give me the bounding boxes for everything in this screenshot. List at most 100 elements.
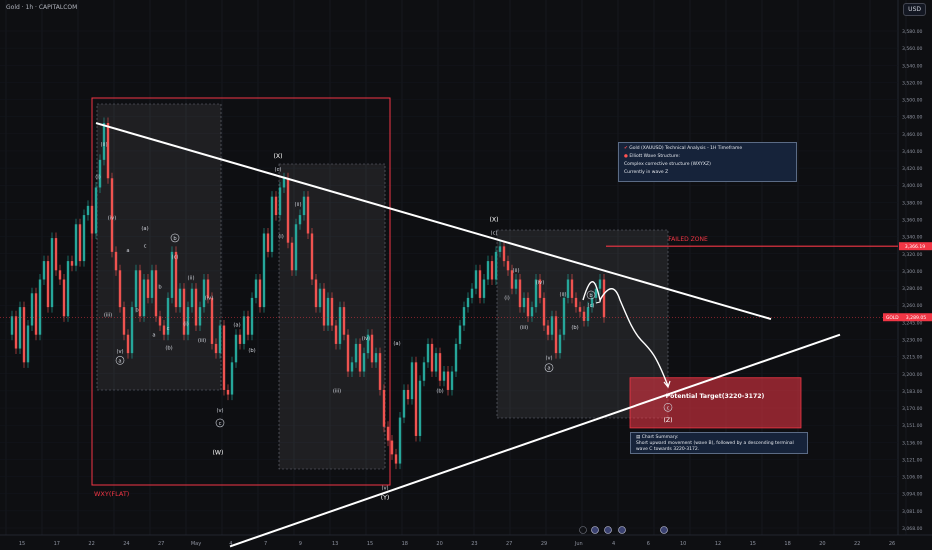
candle-body	[466, 297, 470, 308]
wave-label: b	[173, 236, 177, 242]
event-icon	[604, 526, 612, 534]
candle-body	[386, 426, 390, 441]
wave-label: a	[547, 366, 550, 372]
candle-body	[514, 279, 518, 289]
candle-body	[250, 297, 254, 335]
x-tick-label: 10	[680, 541, 686, 547]
candle-body	[74, 224, 78, 266]
candle-body	[442, 371, 446, 381]
candle-body	[54, 238, 58, 271]
wave-label: (b)	[571, 325, 578, 331]
candle-body	[294, 224, 298, 271]
wave-circle	[170, 233, 180, 243]
x-tick-label: 20	[819, 541, 825, 547]
currency-button[interactable]: USD	[903, 3, 926, 16]
wave-label: (v)	[545, 356, 552, 362]
x-tick-label: 15	[367, 541, 373, 547]
candle-body	[146, 279, 150, 298]
candle-body	[274, 196, 278, 216]
y-tick-label: 3,540.00	[902, 63, 923, 69]
y-tick-label: 3,121.00	[902, 457, 923, 463]
candle-body	[446, 371, 450, 390]
candle-body	[422, 362, 426, 381]
wave-label: (i)	[95, 174, 101, 180]
wave-label: c	[667, 405, 670, 411]
candle-body	[298, 215, 302, 225]
wave-label: c	[219, 421, 222, 427]
candle-body	[394, 454, 398, 464]
chart-summary-box: ▤ Chart Summary: Short upward movement (…	[630, 432, 808, 454]
wave-label: b	[589, 293, 593, 299]
candle-body	[98, 159, 102, 188]
arrow-head-icon	[663, 380, 671, 389]
candle-body	[354, 343, 358, 363]
wave-label: c	[167, 326, 170, 332]
candle-body	[434, 353, 438, 372]
y-tick-label: 3,380.00	[902, 200, 923, 206]
candle-body	[254, 279, 258, 298]
event-icon	[579, 526, 587, 534]
x-tick-label: 22	[854, 541, 860, 547]
candle-body	[134, 270, 138, 308]
wave-label: (iv)	[362, 336, 371, 342]
candle-body	[122, 307, 126, 335]
candle-body	[486, 261, 490, 280]
candle-body	[218, 325, 222, 354]
x-tick-label: 26	[889, 541, 895, 547]
y-tick-label: 3,480.00	[902, 115, 923, 121]
candle-body	[594, 288, 598, 298]
candle-body	[322, 288, 326, 326]
candle-body	[226, 389, 230, 395]
candle-body	[206, 279, 210, 298]
candle-body	[130, 307, 134, 354]
candle-body	[50, 238, 54, 308]
y-tick-label: 3,520.00	[902, 80, 923, 86]
candle-body	[366, 334, 370, 354]
wave-label: a	[118, 358, 121, 364]
y-tick-label: 3,230.00	[902, 337, 923, 343]
wave-circle	[215, 418, 225, 428]
candle-body	[414, 362, 418, 436]
symbol-line: Gold · 1h · CAPITALCOM	[6, 4, 78, 11]
y-tick-label: 3,300.00	[902, 269, 923, 275]
candle-body	[302, 196, 306, 216]
y-tick-label: 3,420.00	[902, 166, 923, 172]
candle-body	[158, 316, 162, 326]
wave-label: (X)	[489, 217, 498, 224]
candle-body	[506, 261, 510, 271]
candle-body	[582, 311, 586, 321]
event-icon	[660, 526, 668, 534]
candle-body	[350, 362, 354, 372]
candle-body	[438, 353, 442, 381]
candle-body	[358, 343, 362, 372]
wave-label: (c)	[172, 254, 179, 260]
x-tick-label: 18	[784, 541, 790, 547]
candle-body	[150, 270, 154, 298]
candle-body	[246, 316, 250, 335]
candle-body	[82, 215, 86, 262]
y-tick-label: 3,106.00	[902, 475, 923, 481]
candle-body	[462, 307, 466, 326]
candle-body	[546, 325, 550, 335]
candle-body	[22, 307, 26, 363]
wave-label: (iii)	[520, 325, 528, 331]
y-tick-label: 3,360.00	[902, 218, 923, 224]
target-zone-label: Potential Target(3220-3172)	[666, 393, 765, 400]
bullet-icon: ●	[624, 154, 628, 159]
candle-body	[118, 270, 122, 308]
summary-text: Short upward movement (wave B), followed…	[636, 441, 794, 452]
candle-body	[450, 371, 454, 390]
wave-label: (ii)	[513, 268, 520, 274]
info-line-3: Complex corrective structure (WXYXZ)	[624, 162, 711, 167]
x-tick-label: 6	[647, 541, 650, 547]
candle-body	[222, 325, 226, 390]
x-tick-label: 13	[332, 541, 338, 547]
wave-label: (i)	[278, 234, 284, 240]
candle-body	[178, 288, 182, 308]
candle-body	[26, 325, 30, 363]
candle-body	[522, 297, 526, 308]
wave-label: (v)	[116, 349, 123, 355]
candle-body	[470, 288, 474, 298]
wave-label: (b)	[165, 345, 172, 351]
